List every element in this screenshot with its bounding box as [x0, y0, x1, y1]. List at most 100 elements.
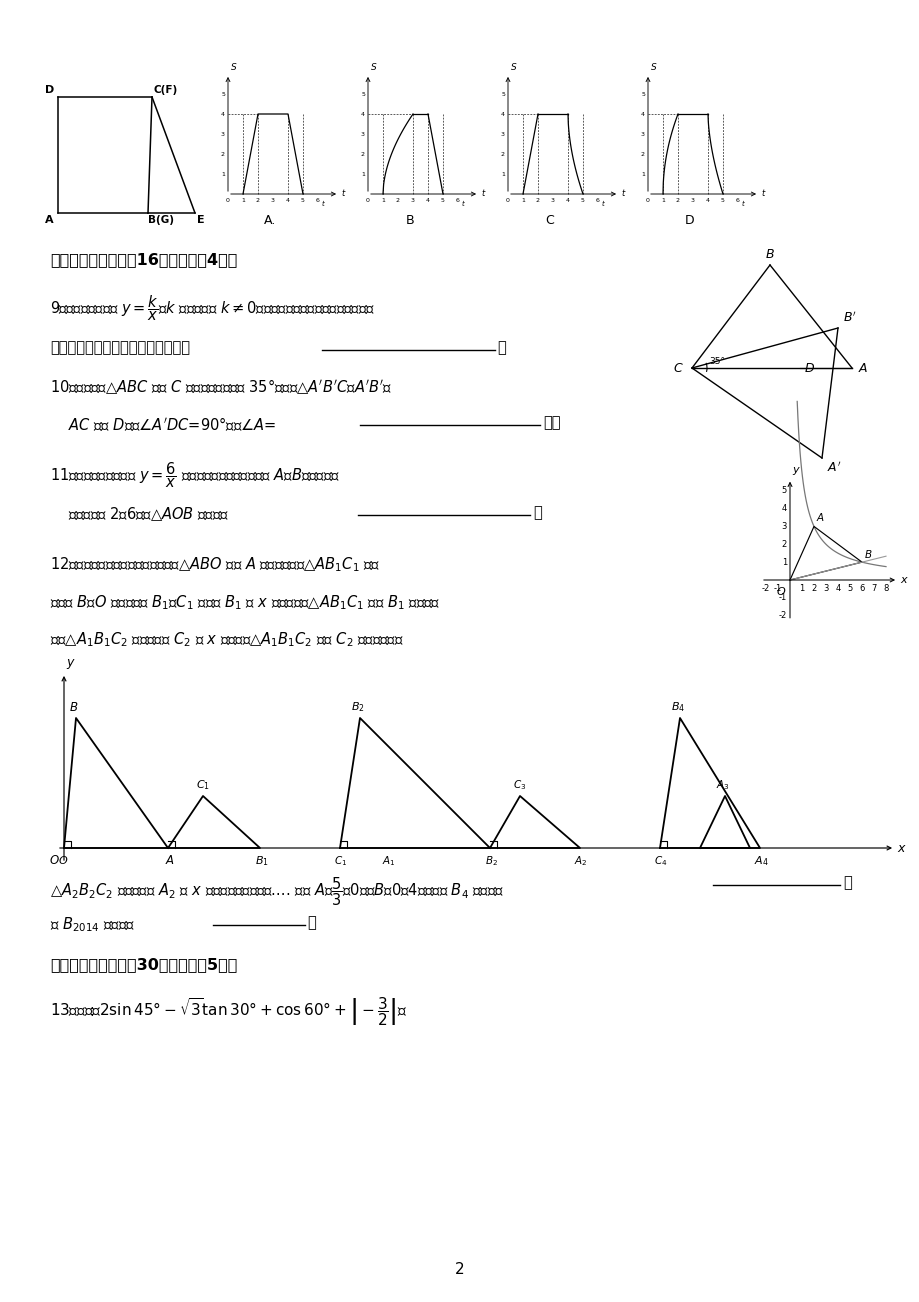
Text: 3: 3: [221, 132, 225, 137]
Text: 1: 1: [799, 585, 804, 592]
Text: $S$: $S$: [650, 61, 657, 72]
Text: $B'$: $B'$: [842, 310, 856, 326]
Text: $y$: $y$: [791, 465, 800, 477]
Text: A.: A.: [264, 214, 276, 227]
Text: B: B: [405, 214, 414, 227]
Text: $A_1$: $A_1$: [381, 854, 395, 868]
Text: ．: ．: [307, 915, 315, 930]
Text: $C_4$: $C_4$: [653, 854, 667, 868]
Text: $S$: $S$: [509, 61, 516, 72]
Text: $x$: $x$: [899, 575, 908, 585]
Text: $t$: $t$: [740, 198, 745, 208]
Text: -1: -1: [773, 585, 781, 592]
Text: 2: 2: [501, 151, 505, 156]
Text: $t$: $t$: [760, 187, 766, 198]
Text: 3: 3: [550, 198, 554, 203]
Text: ．: ．: [532, 505, 541, 519]
Text: 置，点 $B$，$O$ 分别落在点 $B_1$，$C_1$ 处，点 $B_1$ 在 $x$ 轴上，再将△$AB_1C_1$ 绕点 $B_1$ 顺时针旋: 置，点 $B$，$O$ 分别落在点 $B_1$，$C_1$ 处，点 $B_1$ …: [50, 592, 440, 612]
Text: 4: 4: [834, 585, 840, 592]
Text: 2: 2: [641, 151, 644, 156]
Text: 5: 5: [501, 91, 505, 96]
Text: 2: 2: [255, 198, 260, 203]
Text: 3: 3: [690, 198, 694, 203]
Text: 6: 6: [596, 198, 599, 203]
Text: 5: 5: [361, 91, 365, 96]
Text: $t$: $t$: [481, 187, 486, 198]
Text: $t$: $t$: [600, 198, 605, 208]
Text: 4: 4: [360, 112, 365, 116]
Text: 3: 3: [360, 132, 365, 137]
Text: ，: ，: [842, 875, 851, 891]
Text: 2: 2: [221, 151, 225, 156]
Text: 6: 6: [456, 198, 460, 203]
Text: $A_2$: $A_2$: [573, 854, 587, 868]
Text: C: C: [545, 214, 554, 227]
Text: 3: 3: [271, 198, 275, 203]
Text: $A_4$: $A_4$: [753, 854, 767, 868]
Text: 5: 5: [581, 198, 584, 203]
Text: 0: 0: [645, 198, 649, 203]
Text: $A'$: $A'$: [826, 461, 841, 475]
Text: $x$: $x$: [896, 841, 906, 854]
Text: $B_2$: $B_2$: [351, 700, 365, 713]
Text: 13．计算：$2\sin 45°-\sqrt{3}\tan 30°+\cos 60°+\left|-\dfrac{3}{2}\right|$．: 13．计算：$2\sin 45°-\sqrt{3}\tan 30°+\cos 6…: [50, 995, 407, 1027]
Text: $B_4$: $B_4$: [670, 700, 685, 713]
Text: A: A: [45, 215, 54, 225]
Text: 0: 0: [226, 198, 230, 203]
Text: 2: 2: [455, 1263, 464, 1277]
Text: $t$: $t$: [341, 187, 346, 198]
Text: 1: 1: [361, 172, 365, 177]
Text: 5: 5: [720, 198, 724, 203]
Text: 5: 5: [641, 91, 644, 96]
Text: 2: 2: [675, 198, 679, 203]
Text: $B$: $B$: [69, 700, 79, 713]
Text: 0: 0: [505, 198, 509, 203]
Text: 4: 4: [286, 198, 289, 203]
Text: $AC$ 于点 $D$，若∠$A'DC$=90°，则∠$A$=: $AC$ 于点 $D$，若∠$A'DC$=90°，则∠$A$=: [68, 415, 276, 432]
Text: 4: 4: [705, 198, 709, 203]
Text: 0: 0: [366, 198, 369, 203]
Text: 35°: 35°: [709, 357, 724, 366]
Text: 6: 6: [858, 585, 864, 592]
Text: 4: 4: [781, 504, 786, 513]
Text: $A_3$: $A_3$: [715, 779, 729, 792]
Text: $S$: $S$: [369, 61, 377, 72]
Text: $C$: $C$: [673, 362, 683, 375]
Text: 8: 8: [882, 585, 888, 592]
Text: $C_3$: $C_3$: [513, 779, 526, 792]
Text: $O$: $O$: [58, 854, 68, 866]
Text: 个符合条件的反比例函数表达式: 个符合条件的反比例函数表达式: [50, 340, 190, 355]
Text: $A$: $A$: [815, 512, 824, 523]
Text: 12．如图，在平面直角坐标系中，将△$ABO$ 绕点 $A$ 顺时针旋转到△$AB_1C_1$ 的位: 12．如图，在平面直角坐标系中，将△$ABO$ 绕点 $A$ 顺时针旋转到△$A…: [50, 555, 380, 574]
Text: $O$: $O$: [49, 854, 60, 867]
Text: 3: 3: [823, 585, 828, 592]
Text: 坐标分别是 2，6，则△$AOB$ 的面积是: 坐标分别是 2，6，则△$AOB$ 的面积是: [68, 505, 229, 522]
Text: 2: 2: [781, 540, 786, 548]
Text: 转到△$A_1B_1C_2$ 的位置，点 $C_2$ 在 $x$ 轴上，将△$A_1B_1C_2$ 绕点 $C_2$ 顺时针旋转到: 转到△$A_1B_1C_2$ 的位置，点 $C_2$ 在 $x$ 轴上，将△$A…: [50, 630, 403, 648]
Text: 2: 2: [536, 198, 539, 203]
Text: C(F): C(F): [153, 85, 178, 95]
Text: $B$: $B$: [765, 247, 774, 260]
Text: 5: 5: [781, 486, 786, 495]
Text: $B_1$: $B_1$: [255, 854, 268, 868]
Text: 3: 3: [501, 132, 505, 137]
Text: 3: 3: [411, 198, 414, 203]
Text: $B$: $B$: [863, 548, 871, 560]
Text: 10．如图，把△$ABC$ 绕点 $C$ 按顺时针方向旋转 35°，得到△$A'B'C$，$A'B'$交: 10．如图，把△$ABC$ 绕点 $C$ 按顺时针方向旋转 35°，得到△$A'…: [50, 378, 392, 396]
Text: $y$: $y$: [66, 658, 75, 671]
Text: 1: 1: [781, 557, 786, 566]
Text: 11．如图，反比例函数 $y=\dfrac{6}{x}$ 在第一象限的图象上有两点 $A$，$B$，它们的横: 11．如图，反比例函数 $y=\dfrac{6}{x}$ 在第一象限的图象上有两…: [50, 460, 340, 490]
Text: D: D: [45, 85, 54, 95]
Text: 3: 3: [781, 522, 786, 531]
Text: -2: -2: [761, 585, 769, 592]
Text: △$A_2B_2C_2$ 的位置，点 $A_2$ 在 $x$ 轴上，依次进行下去…. 若点 $A$（$\dfrac{5}{3}$，0），$B$（0，4），则点 : △$A_2B_2C_2$ 的位置，点 $A_2$ 在 $x$ 轴上，依次进行下去…: [50, 875, 504, 907]
Text: 5: 5: [440, 198, 445, 203]
Text: 4: 4: [425, 198, 429, 203]
Text: 二、填空题（本题共16分，每小题4分）: 二、填空题（本题共16分，每小题4分）: [50, 253, 237, 267]
Text: 1: 1: [520, 198, 525, 203]
Text: ．: ．: [496, 340, 505, 355]
Text: -1: -1: [777, 594, 786, 603]
Text: 1: 1: [380, 198, 384, 203]
Text: 1: 1: [641, 172, 644, 177]
Text: 4: 4: [641, 112, 644, 116]
